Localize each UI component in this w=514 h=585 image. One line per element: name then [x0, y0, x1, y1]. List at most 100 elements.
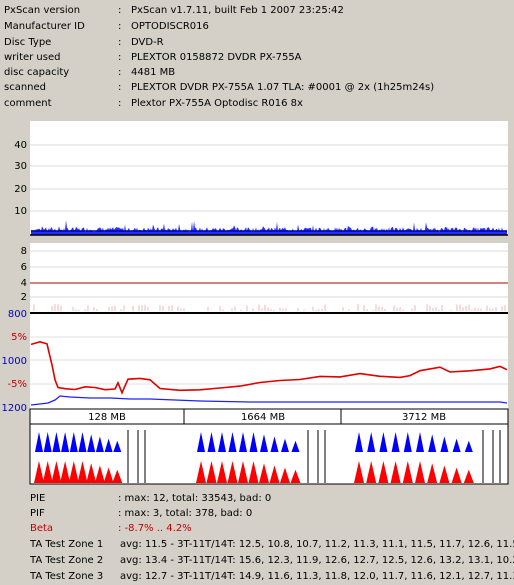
ta-peak-blue	[464, 440, 473, 452]
ta-peak-red	[51, 461, 62, 483]
scan-chart: 40 30 20 10 8 6 4 2 800 5% 1000 -5% 1200…	[2, 121, 509, 485]
ta-peak-red	[112, 469, 123, 483]
ta-peak-red	[196, 461, 206, 483]
ta-peak-blue	[291, 440, 300, 452]
ta-peak-red	[415, 461, 425, 483]
ta-peak-red	[366, 461, 377, 483]
ta-peak-red	[60, 461, 71, 483]
ta-peak-blue	[218, 432, 226, 452]
info-value: OPTODISCR016	[131, 21, 209, 32]
ta-peak-blue	[391, 432, 400, 452]
stat-key: TA Test Zone 1	[30, 539, 104, 550]
ta-peak-red	[439, 465, 450, 483]
ta-peak-red	[259, 463, 269, 483]
pie-ytick: 40	[14, 140, 27, 151]
pif-ytick: 2	[21, 292, 27, 303]
stat-value: : -8.7% .. 4.2%	[118, 523, 192, 534]
info-value: PLEXTOR 0158872 DVDR PX-755A	[131, 52, 302, 63]
info-key: Disc Type	[4, 37, 52, 48]
ta-peak-blue	[379, 432, 388, 452]
stat-value: avg: 13.4 - 3T-11T/14T: 15.6, 12.3, 11.9…	[120, 555, 514, 566]
info-value: 4481 MB	[131, 67, 176, 78]
stat-value: : max: 3, total: 378, bad: 0	[118, 508, 253, 519]
stat-value: : max: 12, total: 33543, bad: 0	[118, 493, 272, 504]
pif-series	[33, 304, 506, 311]
ta-peak-red	[378, 461, 389, 483]
beta-line	[30, 340, 508, 395]
info-key: comment	[4, 98, 52, 109]
ta-peak-blue	[239, 432, 247, 452]
stat-key: Beta	[30, 523, 54, 534]
info-value: Plextor PX-755A Optodisc R016 8x	[131, 98, 303, 109]
ta-peaks	[34, 430, 501, 483]
stat-key: TA Test Zone 2	[30, 555, 104, 566]
ta-peak-red	[248, 461, 259, 483]
ta-peak-blue	[52, 432, 61, 452]
ta-peak-blue	[78, 432, 87, 452]
ta-peak-red	[402, 461, 413, 483]
pie-ytick: 10	[14, 206, 27, 217]
beta-label: -5%	[8, 379, 27, 390]
ta-peak-red	[206, 461, 217, 483]
beta-label: 5%	[11, 332, 27, 343]
ta-peak-blue	[61, 432, 70, 452]
stat-value: avg: 12.7 - 3T-11T/14T: 14.9, 11.6, 11.3…	[120, 571, 514, 582]
info-colon: :	[118, 21, 122, 32]
stat-key: PIF	[30, 508, 45, 519]
ta-peak-red	[269, 465, 280, 483]
ta-peak-blue	[355, 432, 363, 452]
info-key: disc capacity	[4, 67, 70, 78]
ta-peak-red	[94, 465, 105, 483]
ta-peak-blue	[270, 436, 279, 452]
ta-zone-label: 3712 MB	[402, 412, 446, 423]
pie-series	[31, 220, 507, 235]
ta-peak-red	[238, 461, 248, 483]
info-colon: :	[118, 82, 122, 93]
info-value: PxScan v1.7.11, built Feb 1 2007 23:25:4…	[131, 5, 344, 16]
ta-peak-red	[217, 461, 227, 483]
pif-ytick: 6	[21, 262, 27, 273]
ta-peak-red	[463, 469, 474, 483]
ta-peak-blue	[113, 440, 122, 452]
ta-peak-blue	[260, 434, 268, 452]
ta-peak-blue	[35, 432, 43, 452]
pif-ytick: 4	[21, 278, 27, 289]
ta-peak-blue	[249, 432, 258, 452]
info-colon: :	[118, 5, 122, 16]
ta-peak-red	[290, 469, 301, 483]
ta-peak-red	[77, 461, 88, 483]
info-colon: :	[118, 37, 122, 48]
ta-peak-blue	[69, 432, 78, 452]
ta-peak-red	[451, 467, 462, 483]
info-value: PLEXTOR DVDR PX-755A 1.07 TLA: #0001 @ 2…	[131, 82, 435, 93]
ta-peak-red	[280, 467, 290, 483]
ta-peak-blue	[281, 438, 289, 452]
jitter-label: 1000	[2, 356, 27, 367]
stat-key: TA Test Zone 3	[30, 571, 104, 582]
ta-peak-blue	[367, 432, 376, 452]
ta-peak-blue	[403, 432, 412, 452]
ta-peak-red	[354, 461, 364, 483]
ta-peak-red	[42, 461, 53, 483]
pie-ytick: 20	[14, 184, 27, 195]
pie-panel	[30, 121, 508, 235]
ta-peak-red	[68, 461, 79, 483]
stat-value: avg: 11.5 - 3T-11T/14T: 12.5, 10.8, 10.7…	[120, 539, 514, 550]
ta-peak-blue	[416, 432, 424, 452]
jitter-label: 1200	[2, 403, 27, 414]
ta-peak-blue	[440, 436, 449, 452]
info-key: Manufacturer ID	[4, 21, 85, 32]
ta-peak-blue	[428, 434, 437, 452]
ta-peak-blue	[197, 432, 205, 452]
jitter-line	[30, 395, 508, 406]
ta-peak-blue	[228, 432, 237, 452]
info-colon: :	[118, 52, 122, 63]
stat-key: PIE	[30, 493, 46, 504]
ta-peak-red	[86, 463, 97, 483]
ta-peak-blue	[104, 438, 113, 452]
ta-peak-red	[427, 463, 438, 483]
info-colon: :	[118, 67, 122, 78]
ta-zone-label: 1664 MB	[241, 412, 285, 423]
jitter-label: 800	[8, 309, 27, 320]
pie-ytick: 30	[14, 161, 27, 172]
